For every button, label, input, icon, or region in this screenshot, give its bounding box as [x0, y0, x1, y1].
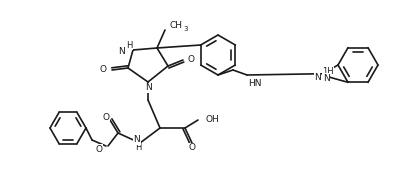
Text: N: N	[134, 136, 141, 144]
Text: O: O	[188, 144, 196, 152]
Text: N: N	[314, 73, 321, 82]
Text: H: H	[126, 41, 132, 50]
Text: OH: OH	[206, 115, 220, 124]
Text: 1H: 1H	[322, 67, 334, 76]
Text: N: N	[323, 74, 330, 83]
Text: O: O	[188, 56, 195, 65]
Text: N: N	[145, 83, 151, 92]
Text: HN: HN	[248, 80, 262, 89]
Text: O: O	[102, 113, 109, 121]
Text: O: O	[100, 66, 107, 74]
Text: 3: 3	[183, 26, 188, 32]
Text: O: O	[96, 144, 103, 153]
Text: CH: CH	[170, 21, 183, 30]
Text: H: H	[135, 144, 141, 152]
Text: N: N	[118, 48, 125, 57]
